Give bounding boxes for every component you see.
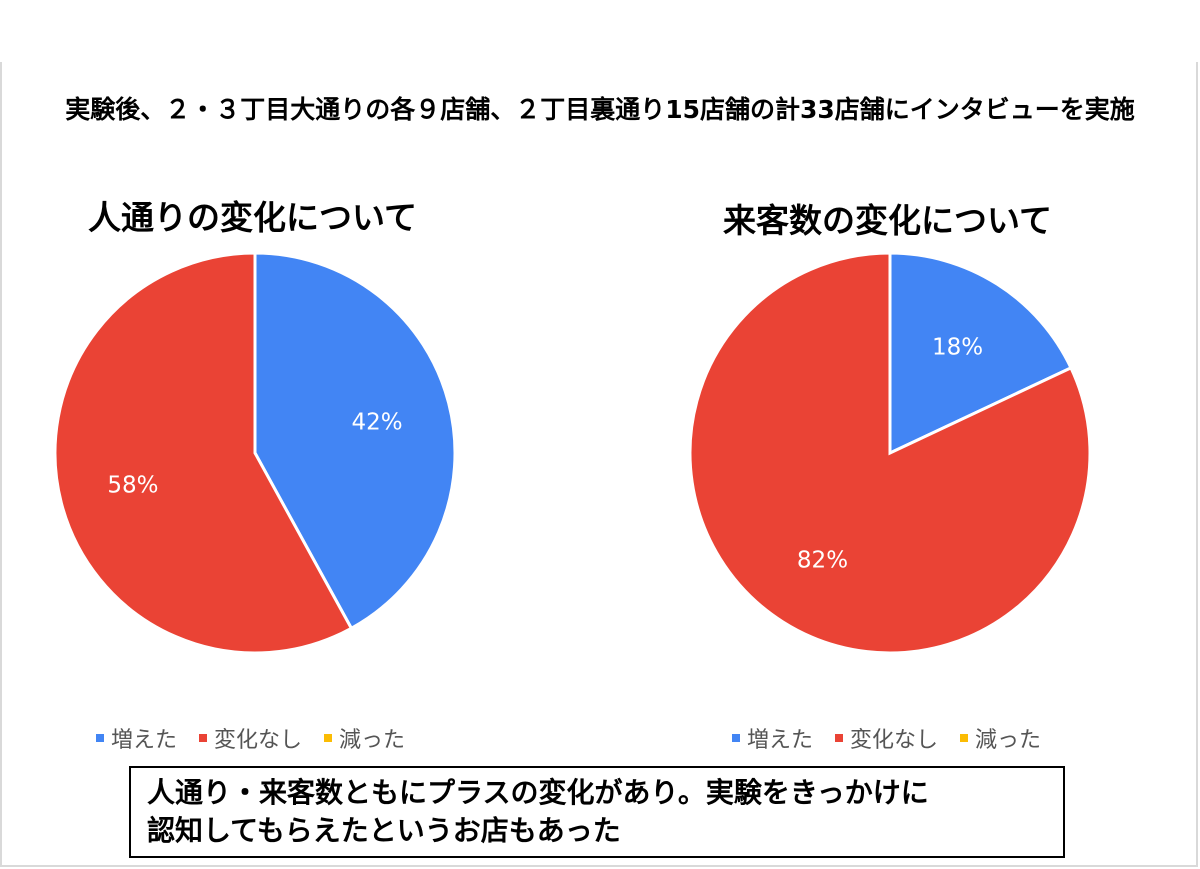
legend-swatch-decreased: [324, 734, 333, 742]
legend-swatch-decreased: [960, 734, 969, 742]
legend-label-increased: 増えた: [747, 728, 814, 753]
pie-slice-unchanged: [53, 251, 354, 655]
pie-slice-label-increased: 42%: [351, 410, 402, 436]
legend-item-increased: 増えた: [732, 722, 813, 754]
conclusion-line-2: 認知してもらえたというお店もあった: [147, 814, 621, 847]
legend-item-unchanged: 変化なし: [199, 722, 302, 754]
pie-slice-label-increased: 18%: [932, 335, 983, 361]
slide-frame: [0, 62, 1198, 867]
pie-chart-customer-count: 18% 82%: [688, 251, 1092, 655]
legend-label-decreased: 減った: [339, 728, 406, 753]
legend-customer-count: 増えた 変化なし 減った: [732, 722, 1063, 754]
pie-slice-increased: [888, 251, 1073, 456]
pie-slice-increased: [253, 251, 457, 631]
legend-label-increased: 増えた: [111, 728, 178, 753]
legend-label-unchanged: 変化なし: [214, 728, 303, 753]
pie-slice-label-unchanged: 58%: [107, 472, 158, 498]
page-headline: 実験後、２・３丁目大通りの各９店舗、２丁目裏通り15店舗の計33店舗にインタビュ…: [65, 95, 1135, 124]
legend-foot-traffic: 増えた 変化なし 減った: [96, 722, 427, 754]
pie-chart-foot-traffic: 42% 58%: [53, 251, 457, 655]
legend-swatch-increased: [732, 734, 740, 742]
pie-slice-label-unchanged: 82%: [797, 547, 848, 573]
legend-label-unchanged: 変化なし: [850, 728, 939, 753]
conclusion-box: 人通り・来客数ともにプラスの変化があり。実験をきっかけに 認知してもらえたという…: [129, 766, 1065, 858]
chart-title-foot-traffic: 人通りの変化について: [88, 198, 418, 237]
pie-slice-unchanged: [688, 251, 1092, 655]
chart-title-customer-count: 来客数の変化について: [723, 201, 1053, 240]
legend-swatch-unchanged: [835, 734, 844, 742]
legend-swatch-increased: [96, 734, 104, 742]
legend-swatch-unchanged: [199, 734, 208, 742]
legend-item-decreased: 減った: [324, 722, 405, 754]
legend-item-increased: 増えた: [96, 722, 177, 754]
legend-label-decreased: 減った: [975, 728, 1042, 753]
conclusion-line-1: 人通り・来客数ともにプラスの変化があり。実験をきっかけに: [147, 776, 929, 809]
legend-item-decreased: 減った: [960, 722, 1041, 754]
legend-item-unchanged: 変化なし: [835, 722, 938, 754]
